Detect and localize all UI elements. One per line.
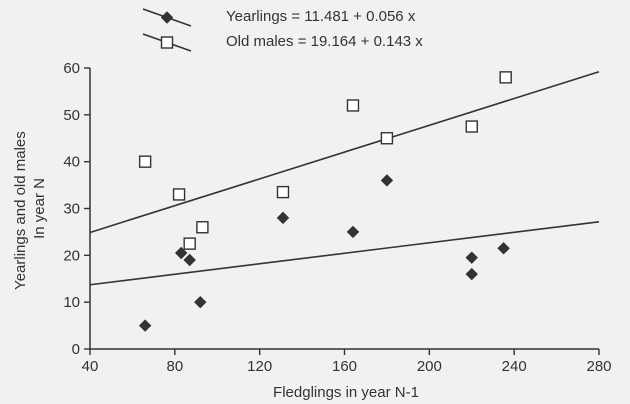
- fit-line-old-males: [89, 70, 600, 234]
- legend-marker-square-icon: [160, 36, 174, 49]
- legend-marker-diamond-icon: [160, 11, 174, 24]
- data-point-yearlings: [276, 211, 290, 225]
- data-points: [138, 71, 512, 332]
- legend-label-old-males: Old males = 19.164 + 0.143 x: [226, 33, 423, 50]
- fit-line-yearlings: [89, 221, 600, 286]
- x-ticks: 40 80 120 160 200 240 280: [82, 349, 612, 375]
- data-point-yearlings: [497, 242, 510, 255]
- y-tick-label: 40: [63, 154, 80, 171]
- data-point-yearlings: [465, 267, 478, 281]
- legend: Yearlings = 11.481 + 0.056 x Old males =…: [142, 8, 423, 52]
- data-point-old-males: [138, 155, 152, 168]
- data-point-old-males: [380, 132, 394, 145]
- y-tick-label: 10: [63, 294, 80, 311]
- y-axis-title: Yearlings and old males In year N: [12, 127, 48, 290]
- x-tick-label: 40: [82, 358, 99, 375]
- data-point-yearlings: [174, 246, 188, 260]
- axes: 40 80 120 160 200 240 280 0 10 20 30 40 50 60: [63, 60, 611, 375]
- fit-lines: [89, 70, 600, 286]
- y-ticks: 0 10 20 30 40 50 60: [63, 60, 90, 358]
- x-tick-label: 200: [417, 358, 442, 375]
- data-point-yearlings: [183, 253, 196, 267]
- y-tick-label: 30: [63, 201, 80, 218]
- data-point-old-males: [346, 99, 360, 112]
- y-tick-label: 20: [63, 247, 80, 264]
- data-point-old-males: [465, 120, 478, 133]
- data-point-old-males: [183, 237, 196, 250]
- data-point-yearlings: [465, 251, 478, 264]
- x-tick-label: 280: [586, 358, 611, 375]
- y-tick-label: 0: [72, 341, 80, 358]
- legend-item-yearlings: Yearlings = 11.481 + 0.056 x: [142, 8, 416, 27]
- y-tick-label: 60: [63, 60, 80, 77]
- x-tick-label: 240: [502, 358, 527, 375]
- data-point-old-males: [276, 185, 290, 199]
- y-axis-title-line-2: In year N: [31, 178, 48, 239]
- y-axis-title-line-1: Yearlings and old males: [12, 131, 29, 290]
- data-point-old-males: [499, 71, 512, 84]
- y-tick-label: 50: [63, 107, 80, 124]
- data-point-old-males: [196, 221, 209, 234]
- x-axis-title: Fledglings in year N-1: [273, 384, 419, 401]
- data-point-yearlings: [346, 225, 360, 239]
- data-point-yearlings: [194, 295, 207, 309]
- legend-item-old-males: Old males = 19.164 + 0.143 x: [142, 33, 423, 52]
- data-point-yearlings: [138, 319, 152, 332]
- legend-label-yearlings: Yearlings = 11.481 + 0.056 x: [226, 8, 416, 25]
- x-tick-label: 80: [166, 358, 183, 375]
- data-point-yearlings: [380, 174, 394, 187]
- data-point-old-males: [172, 188, 186, 201]
- x-tick-label: 160: [332, 358, 357, 375]
- x-tick-label: 120: [247, 358, 272, 375]
